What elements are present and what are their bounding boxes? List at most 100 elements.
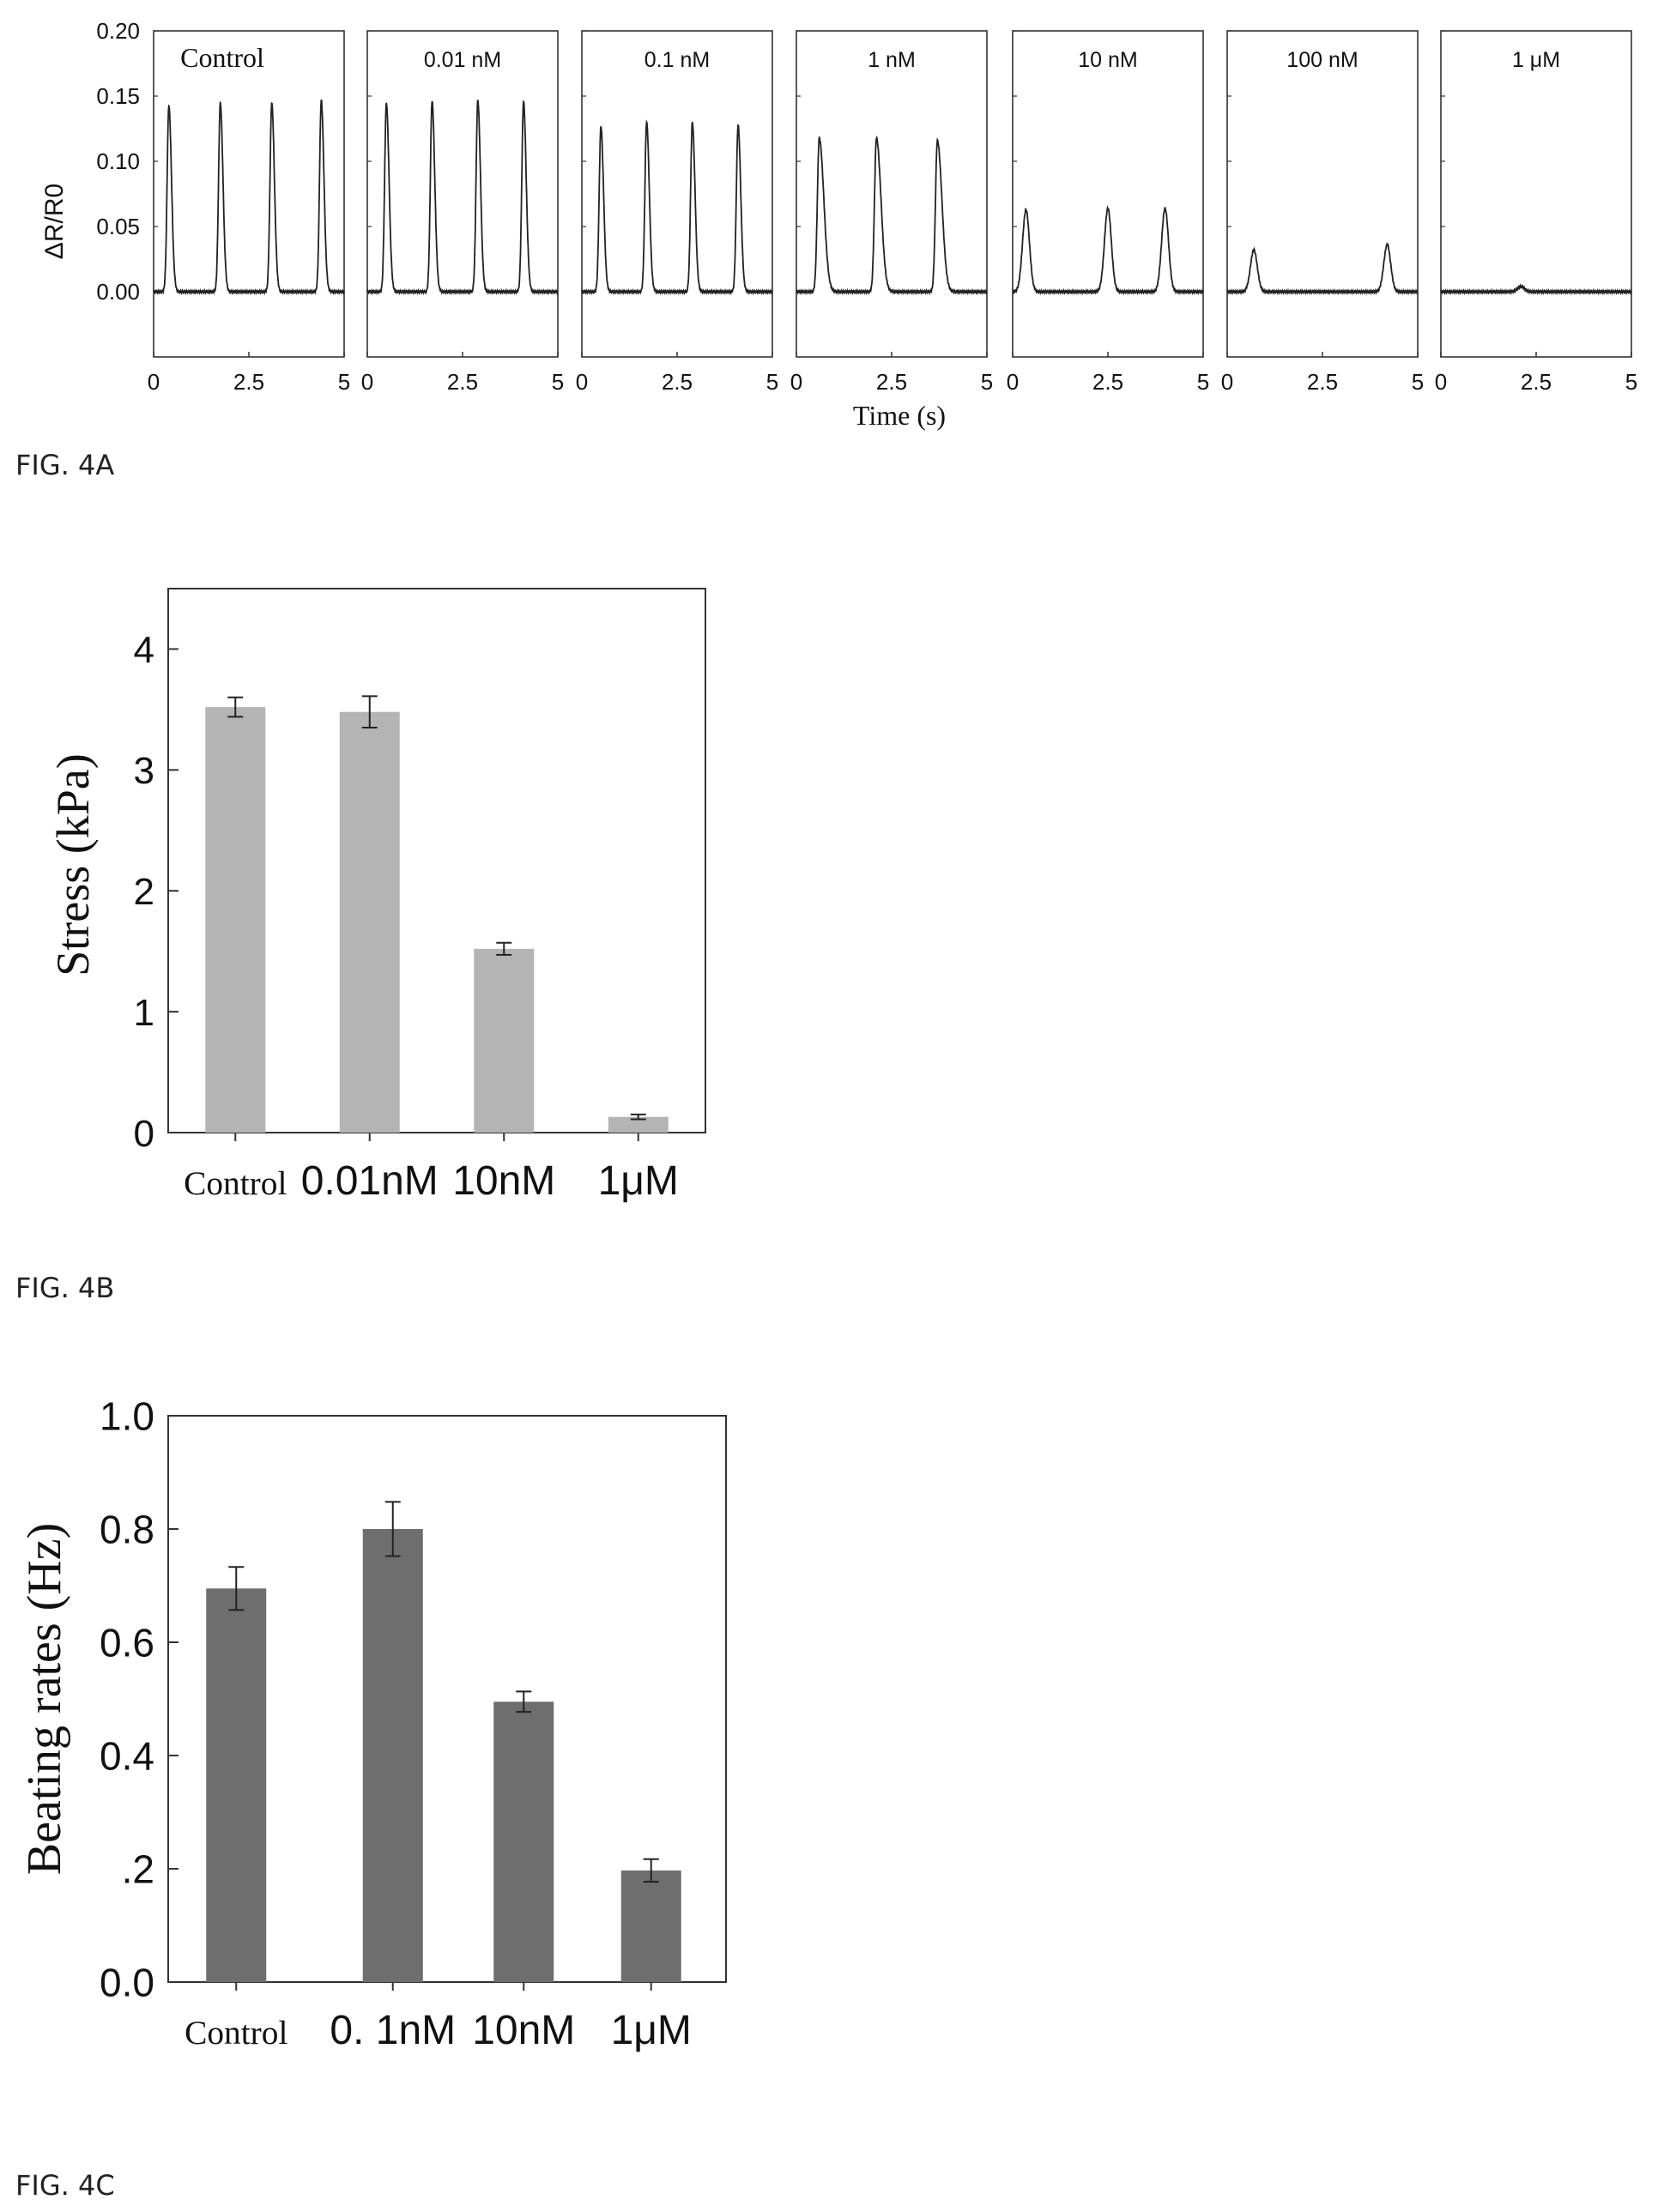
fig-4a-panel: 10 nM 0 2.5 5: [1007, 30, 1209, 395]
fig-error-bar: [384, 1501, 401, 1557]
fig-4a-xtick-label: 2.5: [662, 369, 693, 395]
fig-ytick-label: 0.8: [100, 1508, 154, 1552]
fig-4a-xlabel: Time (s): [853, 400, 946, 431]
fig-4a-trace: [1226, 241, 1419, 296]
fig-error-bar: [643, 1858, 659, 1883]
fig-4c: Beating rates (Hz) 0.0 .2 0.4 0.6 0.8 1.0 Cont…: [18, 1394, 727, 2053]
fig-category-label: Control: [185, 2014, 287, 2052]
fig-4a-trace: [796, 135, 988, 296]
fig-ytick-label: .2: [122, 1847, 154, 1892]
fig-4a-trace: [153, 99, 345, 296]
fig-4a-panel-label: 1 nM: [868, 48, 916, 72]
fig-error-bar: [227, 696, 244, 718]
fig-4a-xtick-label: 0: [1221, 369, 1233, 395]
fig-category-label: 10nM: [472, 2008, 575, 2053]
fig-category-label: Control: [184, 1164, 287, 1202]
fig-bar: [362, 1529, 423, 1982]
fig-bar: [620, 1870, 681, 1982]
fig-4c-ylabel: Beating rates (Hz): [18, 1523, 71, 1875]
fig-4a-xtick-label: 0: [1007, 369, 1019, 395]
fig-4a-xtick-label: 0: [1435, 369, 1447, 395]
fig-ytick-label: 0.6: [100, 1621, 154, 1665]
fig-4a-xtick-label: 5: [338, 369, 350, 395]
fig-4a-panel-label: Control: [180, 42, 264, 73]
fig-ytick-label: 0: [134, 1113, 154, 1155]
fig-4b-ylabel: Stress (kPa): [47, 753, 99, 976]
fig-4a-xtick-label: 5: [981, 369, 993, 395]
fig-4a-xtick-label: 2.5: [1092, 369, 1123, 395]
fig-4a-ytick-label: 0.00: [96, 279, 140, 305]
fig-error-bar: [516, 1690, 532, 1713]
fig-4a-xtick-label: 5: [552, 369, 564, 395]
fig-4a-xtick-label: 2.5: [876, 369, 907, 395]
fig-4a-panel-frame: [1226, 30, 1419, 358]
fig-bar: [206, 1588, 267, 1982]
fig-4a-xtick-label: 2.5: [447, 369, 478, 395]
fig-error-bar: [361, 695, 378, 729]
fig-4a-xtick-label: 2.5: [233, 369, 264, 395]
fig-4a-panel-frame: [366, 30, 559, 358]
fig-bar: [205, 707, 266, 1133]
fig-4a-panel: 100 nM 0 2.5 5: [1221, 30, 1424, 395]
fig-4a-panel: 1 nM 0 2.5 5: [790, 30, 993, 395]
fig-4a-xtick-label: 0: [148, 369, 160, 395]
fig-4b: Stress (kPa) 0 1 2 3 4 Control 0.01nM 10nM 1μM: [47, 588, 706, 1204]
fig-4c-plot-frame: [167, 1415, 727, 1983]
fig-4b-label: FIG. 4B: [15, 1272, 114, 1304]
fig-4a-panel-frame: [153, 30, 345, 358]
fig-4a-xtick-label: 5: [1625, 369, 1637, 395]
fig-4a-ytick-label: 0.05: [96, 214, 140, 239]
fig-4a-panel: 0.1 nM 0 2.5 5: [576, 30, 778, 395]
fig-error-bar: [228, 1566, 245, 1611]
fig-4a-panel-label: 1 μM: [1512, 48, 1560, 72]
fig-4a-panel-frame: [1440, 30, 1632, 358]
fig-4a-trace: [1012, 205, 1204, 296]
fig-4a-trace: [581, 119, 773, 296]
fig-4a-ytick-label: 0.10: [96, 148, 140, 174]
fig-4a-xtick-label: 5: [766, 369, 778, 395]
fig-4a-trace: [366, 100, 559, 296]
fig-4a-panel: 1 μM 0 2.5 5: [1435, 30, 1637, 395]
fig-category-label: 0. 1nM: [330, 2008, 456, 2053]
fig-4a-panel-frame: [1012, 30, 1204, 358]
fig-4a-panel: Control 0 2.5 5: [148, 30, 350, 395]
fig-4a-panel-label: 10 nM: [1078, 48, 1137, 72]
fig-bar: [474, 948, 535, 1133]
fig-4a-panel: 0.01 nM 0 2.5 5: [361, 30, 564, 395]
fig-ytick-label: 3: [134, 750, 154, 792]
fig-4a-xtick-label: 5: [1197, 369, 1209, 395]
fig-4b-plot-frame: [167, 588, 706, 1133]
fig-category-label: 1μM: [598, 1158, 679, 1204]
fig-4a-panel-label: 100 nM: [1286, 48, 1358, 72]
fig-4a-xtick-label: 0: [790, 369, 802, 395]
fig-ytick-label: 2: [134, 871, 154, 913]
fig-error-bar: [630, 1113, 646, 1121]
fig-4a-ylabel: ΔR/R0: [40, 184, 69, 259]
fig-ytick-label: 0.0: [100, 1961, 154, 2005]
fig-4a-panel-label: 0.01 nM: [424, 48, 501, 72]
fig-error-bar: [496, 941, 512, 956]
fig-4a-panel-frame: [796, 30, 988, 358]
fig-ytick-label: 1.0: [100, 1394, 154, 1439]
fig-bar: [608, 1116, 669, 1133]
fig-bar: [493, 1701, 554, 1982]
fig-4a-xtick-label: 2.5: [1521, 369, 1552, 395]
fig-4a-xtick-label: 2.5: [1307, 369, 1338, 395]
fig-4a-panel-label: 0.1 nM: [644, 48, 710, 72]
fig-4a-panel-frame: [581, 30, 773, 358]
fig-ytick-label: 0.4: [100, 1734, 154, 1779]
fig-category-label: 0.01nM: [301, 1158, 439, 1204]
fig-4a-ytick-label: 0.20: [96, 18, 140, 44]
fig-4a-xtick-label: 5: [1412, 369, 1424, 395]
fig-4a-ytick-label: 0.15: [96, 83, 140, 109]
fig-4a-label: FIG. 4A: [15, 449, 114, 481]
fig-ytick-label: 1: [134, 992, 154, 1034]
fig-category-label: 10nM: [452, 1158, 555, 1204]
fig-4a-xtick-label: 0: [576, 369, 588, 395]
fig-category-label: 1μM: [611, 2008, 692, 2053]
fig-4c-label: FIG. 4C: [15, 2169, 115, 2202]
fig-4a-xtick-label: 0: [361, 369, 373, 395]
fig-ytick-label: 4: [134, 629, 154, 671]
